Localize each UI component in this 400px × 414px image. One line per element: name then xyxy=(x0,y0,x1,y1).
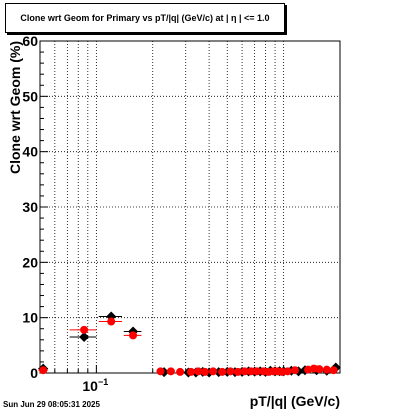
y-tick-label: 60 xyxy=(22,33,38,49)
data-point-circle xyxy=(233,367,242,376)
y-tick-label: 30 xyxy=(22,199,38,215)
data-point-circle xyxy=(329,366,338,375)
data-point-circle xyxy=(176,367,185,376)
data-point-circle xyxy=(322,365,331,374)
x-tick-label: 10−1 xyxy=(82,377,108,394)
timestamp: Sun Jun 29 08:05:31 2025 xyxy=(3,400,100,409)
chart-title: Clone wrt Geom for Primary vs pT/|q| (Ge… xyxy=(5,3,285,33)
data-point-circle xyxy=(290,366,299,375)
data-point-circle xyxy=(156,367,165,376)
y-tick-label: 10 xyxy=(22,310,38,326)
data-point-diamond xyxy=(79,332,90,343)
data-point-circle xyxy=(129,331,138,340)
y-tick-label: 20 xyxy=(22,254,38,270)
data-point-circle xyxy=(194,367,203,376)
data-point-circle xyxy=(218,367,227,376)
data-point-circle xyxy=(107,317,116,326)
data-point-circle xyxy=(80,325,89,334)
data-point-circle xyxy=(39,366,48,375)
data-point-circle xyxy=(247,367,256,376)
data-point-circle xyxy=(240,367,249,376)
data-point-circle xyxy=(315,365,324,374)
data-point-circle xyxy=(283,367,292,376)
data-point-circle xyxy=(209,367,218,376)
y-axis-title: Clone wrt Geom (%) xyxy=(7,41,23,174)
data-point-circle xyxy=(186,367,195,376)
data-point-circle xyxy=(226,367,235,376)
y-tick-label: 0 xyxy=(30,365,38,381)
data-point-circle xyxy=(252,367,261,376)
data-point-circle xyxy=(200,367,209,376)
x-axis-title: pT/|q| (GeV/c) xyxy=(250,393,340,409)
data-point-circle xyxy=(166,367,175,376)
y-tick-label: 40 xyxy=(22,144,38,160)
y-tick-label: 50 xyxy=(22,88,38,104)
